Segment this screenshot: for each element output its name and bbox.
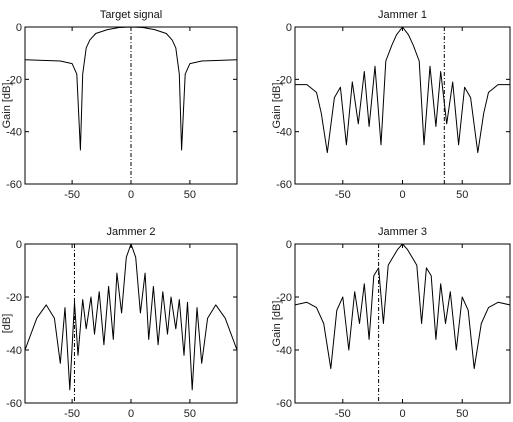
y-tick-label: 0 (286, 22, 292, 34)
subplot-3: Jammer 2 [dB] -50 0 50 0 -20 -40 -60 (1, 226, 238, 420)
x-tick-label: 50 (456, 189, 468, 201)
subplot-4: Jammer 3 Gain [dB] -50 0 50 0 -20 -40 -60 (271, 226, 511, 420)
y-tick-label: -20 (6, 74, 22, 86)
x-tick-label: 0 (128, 189, 134, 201)
y-tick-label: -40 (276, 127, 292, 139)
y-tick-label: -60 (6, 179, 22, 191)
x-tick-label: 0 (128, 408, 134, 420)
y-tick-label: -60 (6, 398, 22, 410)
chart-title: Jammer 2 (107, 226, 156, 238)
gain-pattern-line (24, 243, 238, 391)
x-tick-label: 50 (184, 408, 196, 420)
y-tick-label: -40 (6, 345, 22, 357)
y-tick-label: -40 (6, 127, 22, 139)
x-tick-label: -50 (335, 189, 351, 201)
chart-title: Jammer 3 (378, 226, 427, 238)
x-tick-label: 50 (184, 189, 196, 201)
x-tick-label: 0 (399, 189, 405, 201)
y-tick-label: 0 (286, 239, 292, 251)
axes-frame (24, 243, 238, 404)
gain-pattern-line (24, 26, 238, 151)
axes-frame (294, 26, 511, 185)
y-tick-label: -60 (276, 398, 292, 410)
y-axis-label: Gain [dB] (271, 83, 283, 129)
y-tick-label: -40 (276, 345, 292, 357)
y-tick-label: 0 (16, 239, 22, 251)
y-tick-label: -20 (276, 292, 292, 304)
y-tick-label: -60 (276, 179, 292, 191)
gain-pattern-line (295, 26, 510, 154)
chart-title: Jammer 1 (378, 9, 427, 21)
x-tick-label: -50 (64, 408, 80, 420)
x-tick-label: 50 (456, 408, 468, 420)
y-tick-label: 0 (16, 22, 22, 34)
x-tick-label: -50 (335, 408, 351, 420)
gain-pattern-line (294, 243, 511, 370)
subplot-1: Target signal Gain [dB] -50 0 50 0 -20 -40 -60 (1, 9, 238, 201)
x-tick-label: -50 (64, 189, 80, 201)
y-tick-label: -20 (276, 74, 292, 86)
x-tick-label: 0 (399, 408, 405, 420)
y-axis-label: [dB] (1, 314, 13, 334)
y-tick-label: -20 (6, 292, 22, 304)
axes-frame (294, 243, 511, 404)
chart-title: Target signal (100, 9, 162, 21)
subplot-2: Jammer 1 Gain [dB] -50 0 50 0 -20 -40 -60 (271, 9, 511, 201)
y-axis-label: Gain [dB] (271, 301, 283, 347)
y-axis-label: Gain [dB] (1, 83, 13, 129)
